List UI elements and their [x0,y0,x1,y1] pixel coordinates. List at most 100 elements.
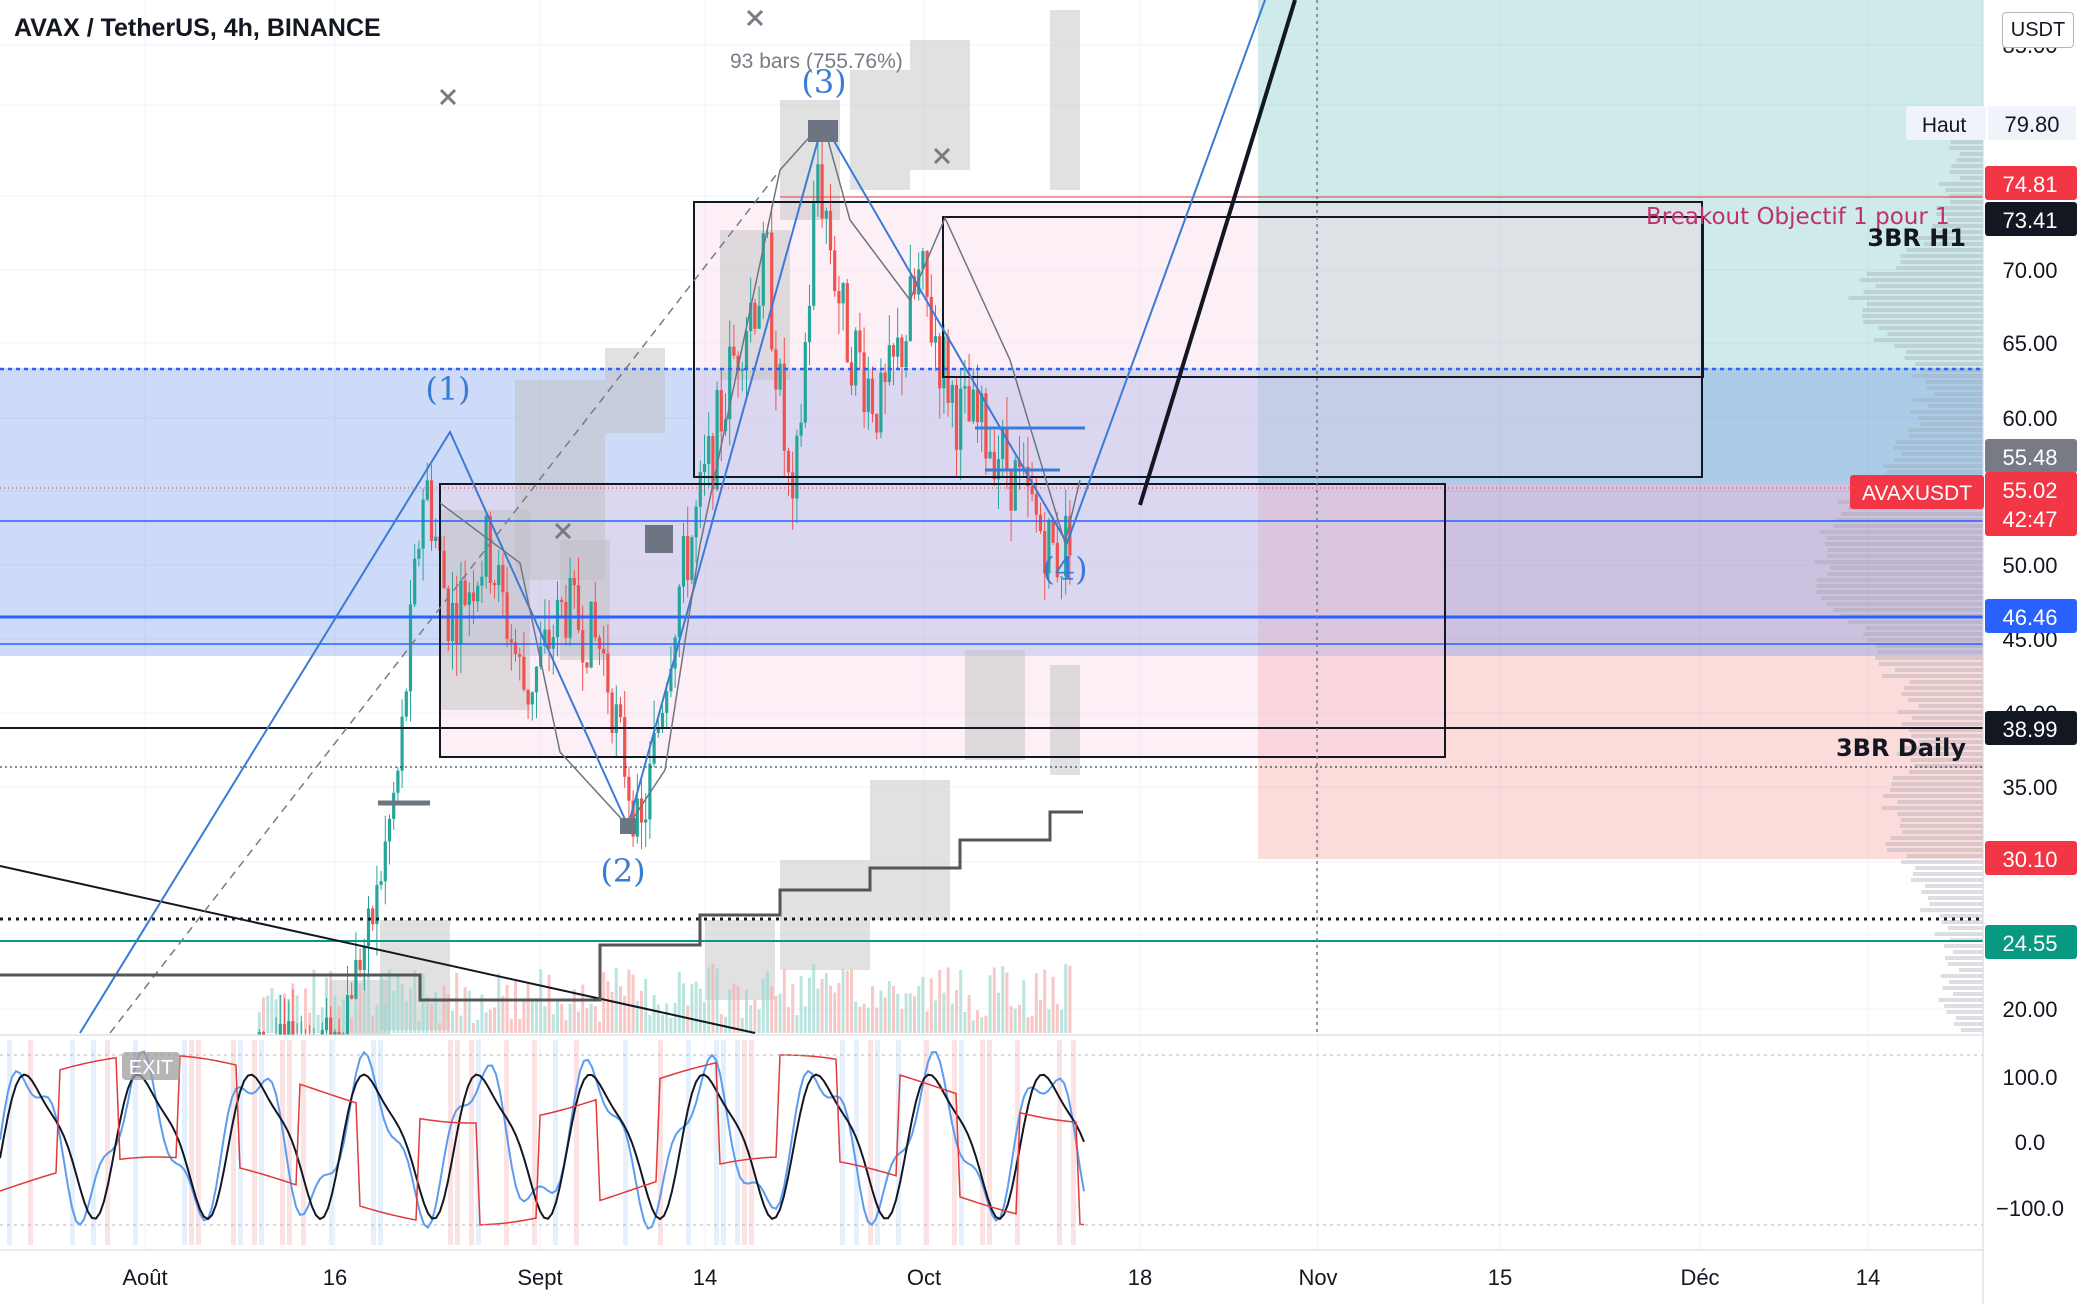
candle-body [761,233,765,306]
volume-profile-bar [1848,296,1983,300]
osc-axis-tick: 100.0 [2002,1065,2057,1090]
candle-body [849,362,854,386]
volume-profile-bar [1841,512,1983,516]
wave-label-3: (3) [801,63,846,101]
candle-body [635,798,639,837]
osc-signal-bg [959,1040,964,1245]
candle-body [677,586,681,638]
blue-tag: 46.46 [2002,605,2057,630]
volume-bar [715,968,719,1033]
candle-body [467,592,471,605]
candle-body [765,232,770,234]
volume-bar [442,985,446,1033]
volume-profile-bar [1904,356,1983,360]
osc-signal-bg [952,1040,957,1245]
osc-red-line [0,1054,1085,1226]
grey-block-7 [1050,10,1080,190]
volume-profile-bar [1914,764,1983,768]
grey-block-10 [780,860,870,970]
candle-body [404,691,408,717]
candle-body [358,959,362,971]
candle-body [623,717,627,777]
volume-bar [808,977,811,1033]
volume-bar [362,972,366,1033]
target-zone [1258,0,1983,484]
candle-body [261,1032,266,1035]
candle-body [698,472,702,507]
candle-body [1001,427,1005,460]
volume-bar [358,983,362,1033]
candle-body [933,336,938,343]
volume-bar [602,972,606,1033]
volume-profile-bar [1942,986,1983,990]
volume-bar [925,1011,929,1033]
volume-profile-bar [1883,794,1983,798]
volume-bar [425,996,429,1033]
volume-profile-bar [1866,272,1983,276]
candle-body [715,390,719,490]
volume-profile-bar [1835,518,1983,522]
trendline-descending [0,865,756,1034]
volume-profile-bar [1950,200,1983,204]
volume-profile-bar [1881,806,1983,810]
candles-layer [257,136,1072,1035]
volume-profile-bar [1927,896,1983,900]
candle-body [929,296,933,343]
osc-signal-bg [448,1040,453,1245]
volume-profile-bar [1912,374,1983,378]
volume-bar [1047,1009,1051,1033]
candle-body [644,819,648,823]
candle-body [950,384,954,403]
volume-profile-bar [1827,548,1983,552]
volume-bar [866,1007,870,1033]
volume-profile-bar [1882,674,1983,678]
candle-body [820,164,824,219]
zone-h1-label: 3BR H1 [1867,224,1966,252]
candle-body [551,637,555,649]
volume-bar [354,990,358,1033]
candle-body [891,345,896,357]
volume-bar [833,992,837,1033]
volume-bar [761,979,765,1033]
candle-body [480,576,484,586]
volume-bar [577,1011,580,1033]
volume-profile-bar [1900,254,1983,258]
projection-line [1138,0,1297,506]
grey-tag-box [1985,439,2077,473]
blue-support-zone [0,368,1983,656]
volume-bar [766,971,769,1033]
volume-bar [900,1008,904,1033]
volume-profile-bar [1847,620,1983,624]
time-axis-tick: 15 [1488,1265,1512,1290]
candle-body [652,732,656,764]
osc-axis-tick: 0.0 [2015,1130,2046,1155]
candle-body [564,601,568,638]
volume-bar [350,1017,354,1033]
osc-signal-bg [329,1040,334,1245]
volume-profile-bar [1900,824,1983,828]
candle-body [912,276,917,295]
volume-bar [623,995,627,1033]
volume-profile-bar [1934,932,1983,936]
candle-body [383,841,387,882]
candle-body [350,995,354,999]
currency-unit-button[interactable]: USDT [2002,12,2074,48]
wave-label-1: (1) [425,370,470,408]
osc-signal-bg [287,1040,292,1245]
volume-bar [904,993,908,1033]
volume-bar [383,1004,387,1033]
candle-body [371,908,375,925]
candle-body [455,602,459,644]
volume-bar [757,1009,761,1033]
candle-body [795,435,799,499]
volume-bar [829,985,832,1033]
volume-profile-bar [1925,380,1983,384]
last-price-tag: 55.02 [2002,478,2057,503]
red-tag: 74.81 [2002,172,2057,197]
volume-profile-bar [1915,866,1983,870]
volume-profile-bar [1908,770,1983,774]
volume-bar [493,1007,496,1033]
volume-bar [673,1002,677,1033]
volume-bar [333,995,337,1033]
